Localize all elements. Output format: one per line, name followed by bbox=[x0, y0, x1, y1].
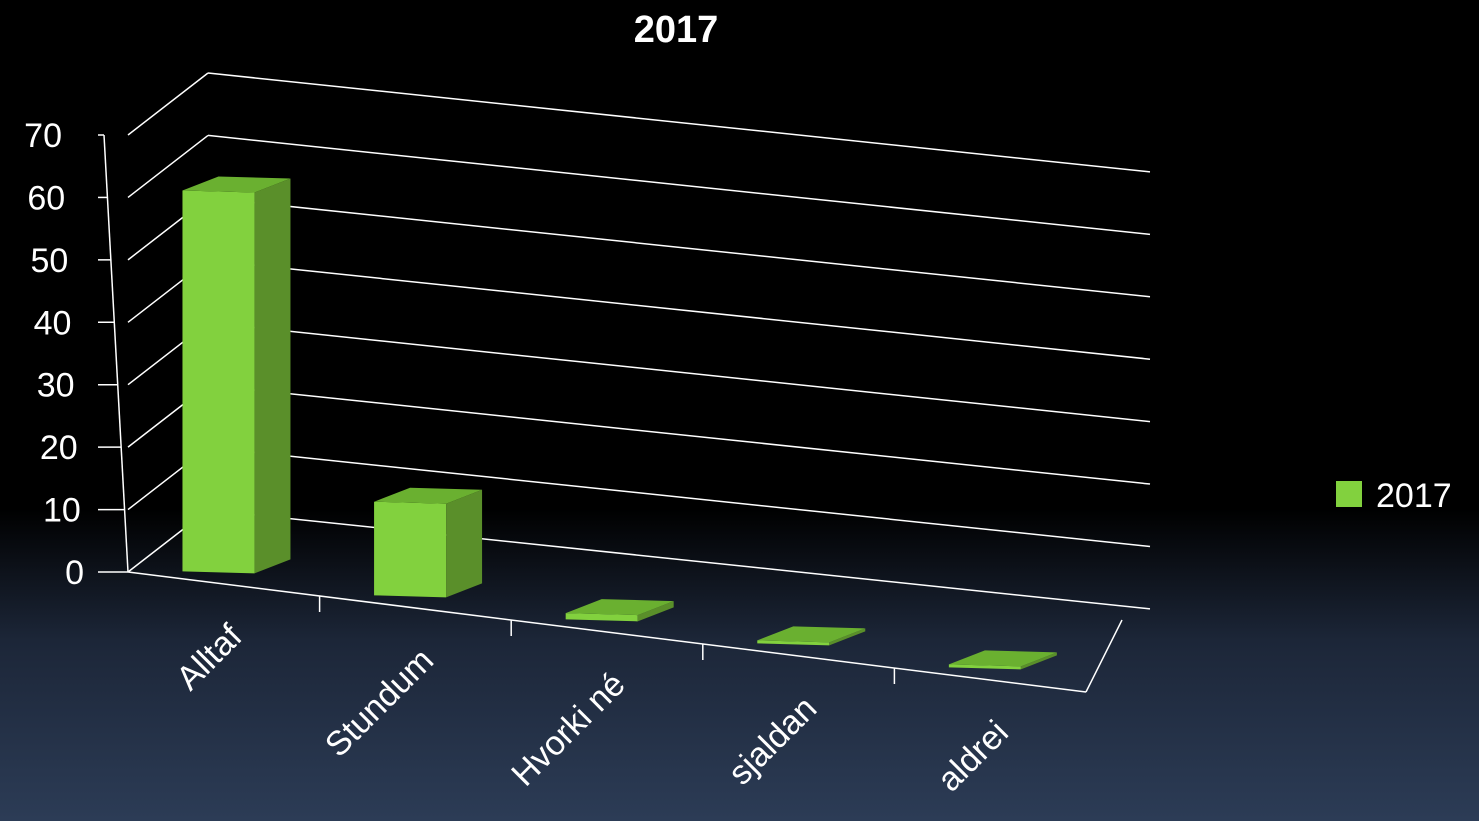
gridline bbox=[207, 197, 1151, 298]
bar-top bbox=[182, 176, 291, 193]
bar-front bbox=[565, 613, 638, 622]
gridline bbox=[207, 509, 1151, 610]
x-tick-label: Hvorki né bbox=[504, 665, 632, 793]
y-tick-label: 30 bbox=[37, 367, 75, 405]
x-tick-label: sjaldan bbox=[721, 689, 824, 792]
axis-walls bbox=[103, 134, 1123, 693]
y-tick-label: 0 bbox=[65, 554, 84, 592]
legend-swatch bbox=[1336, 481, 1362, 507]
bar-side bbox=[254, 178, 291, 574]
legend-label: 2017 bbox=[1376, 477, 1452, 515]
bar-top bbox=[374, 487, 483, 504]
bar-side bbox=[1020, 652, 1057, 670]
gridline bbox=[207, 134, 1151, 236]
bar-front bbox=[757, 640, 830, 646]
bars bbox=[182, 176, 1057, 670]
gridline-side bbox=[127, 72, 209, 136]
y-tick-label: 20 bbox=[40, 429, 78, 467]
x-tick-label: Alltaf bbox=[169, 617, 250, 698]
floor-right-edge bbox=[1085, 619, 1123, 693]
gridline bbox=[207, 384, 1151, 485]
bar-front bbox=[182, 190, 255, 574]
y-tick-label: 50 bbox=[30, 242, 68, 280]
y-tick-label: 70 bbox=[24, 117, 62, 155]
x-axis-line bbox=[127, 571, 1087, 693]
bar-top bbox=[948, 650, 1057, 667]
bar bbox=[374, 487, 483, 598]
y-axis-line bbox=[103, 134, 129, 573]
bar-side bbox=[637, 601, 674, 622]
gridlines bbox=[127, 72, 1151, 610]
y-tick-label: 40 bbox=[34, 304, 72, 342]
bar-top bbox=[757, 626, 866, 643]
x-axis-labels: Alltaf Stundum Hvorki né sjaldan aldrei bbox=[169, 617, 1016, 799]
bar-front bbox=[374, 501, 447, 598]
chart-title: 2017 bbox=[634, 9, 719, 51]
bar bbox=[757, 626, 866, 646]
gridline bbox=[207, 321, 1151, 423]
bar-top bbox=[565, 599, 674, 616]
bar bbox=[948, 650, 1057, 670]
bar bbox=[565, 599, 674, 622]
y-tick-label: 10 bbox=[43, 492, 81, 530]
gridline bbox=[207, 259, 1151, 360]
bar-front bbox=[948, 664, 1021, 670]
legend: 2017 bbox=[1336, 477, 1452, 515]
bar-side bbox=[446, 489, 483, 598]
gridline bbox=[207, 446, 1151, 548]
y-axis-ticks: 0 10 20 30 40 50 60 70 bbox=[24, 117, 128, 592]
gridline bbox=[207, 72, 1151, 173]
bar-side bbox=[829, 628, 866, 646]
x-tick-label: Stundum bbox=[318, 641, 441, 764]
y-tick-label: 60 bbox=[27, 179, 65, 217]
gridline-side bbox=[127, 134, 209, 199]
bar bbox=[182, 176, 291, 574]
x-tick-label: aldrei bbox=[930, 713, 1016, 799]
